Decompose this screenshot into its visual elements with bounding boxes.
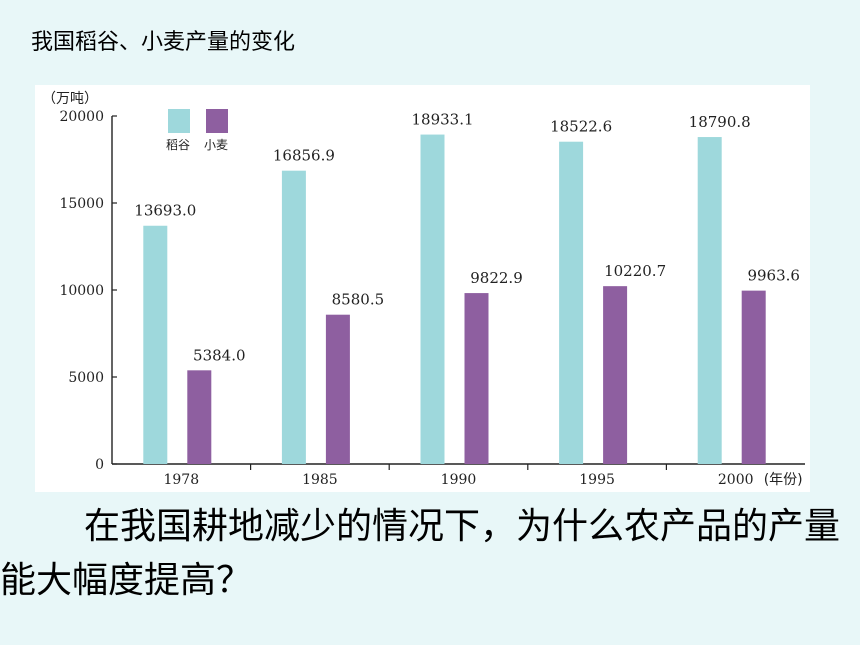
bar-rice [559, 141, 584, 464]
data-label: 9963.6 [747, 267, 800, 285]
y-tick-label: 5000 [68, 370, 104, 386]
data-label: 5384.0 [193, 346, 246, 364]
x-tick-label: 1978 [163, 472, 199, 488]
data-label: 18790.8 [689, 113, 751, 131]
bar-rice [143, 225, 168, 464]
data-label: 18522.6 [550, 118, 612, 136]
data-label: 18933.1 [411, 111, 473, 129]
legend-swatch [206, 109, 228, 133]
legend-label: 稻谷 [166, 138, 190, 152]
bar-wheat [187, 370, 212, 464]
y-tick-label: 0 [95, 457, 104, 473]
x-axis-unit-label: (年份) [764, 472, 803, 488]
data-label: 9822.9 [470, 269, 523, 287]
discussion-question: 在我国耕地减少的情况下，为什么农产品的产量能大幅度提高？ [0, 506, 841, 601]
bar-wheat [603, 286, 628, 464]
bar-chart: 0 5000 10000 15000 20000 （万吨） 1978 13693.0 5384.… [42, 91, 805, 488]
bar-rice [420, 134, 445, 464]
x-tick-label: 1985 [302, 472, 338, 488]
x-tick-label: 1995 [579, 472, 615, 488]
y-tick-label: 10000 [59, 283, 104, 299]
y-axis-unit-label: （万吨） [42, 91, 98, 107]
bar-wheat [325, 314, 350, 464]
data-label: 10220.7 [604, 262, 666, 280]
slide-title: 我国稻谷、小麦产量的变化 [31, 30, 296, 55]
data-label: 16856.9 [273, 147, 335, 165]
y-tick-label: 15000 [59, 196, 104, 212]
data-label: 13693.0 [134, 202, 196, 220]
bar-rice [697, 137, 722, 464]
legend-label: 小麦 [204, 138, 228, 152]
bar-wheat [741, 290, 766, 464]
x-tick-label: 1990 [441, 472, 477, 488]
bar-rice [281, 170, 306, 464]
bar-wheat [464, 293, 489, 464]
x-tick-label: 2000 [718, 472, 754, 488]
data-label: 8580.5 [332, 291, 385, 309]
y-tick-label: 20000 [59, 109, 104, 125]
legend-swatch [168, 109, 190, 133]
